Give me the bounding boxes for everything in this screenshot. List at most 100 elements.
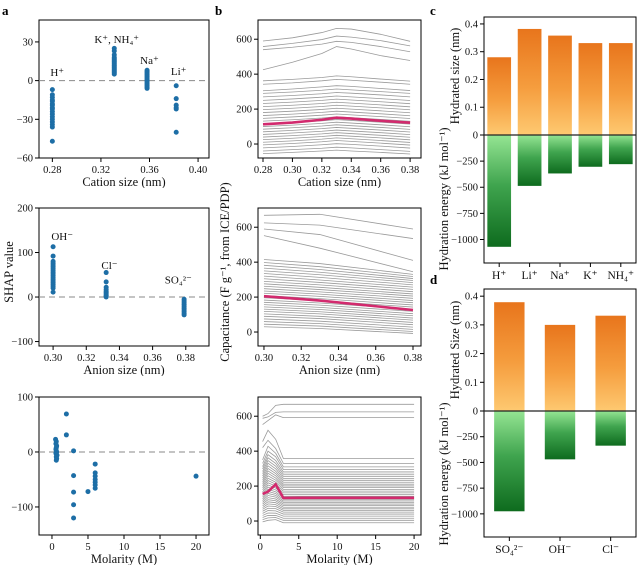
svg-text:Li⁺: Li⁺	[171, 66, 187, 78]
svg-text:0.30: 0.30	[283, 165, 301, 176]
svg-text:0.3: 0.3	[465, 47, 478, 58]
svg-text:0.2: 0.2	[465, 349, 478, 360]
svg-text:0.38: 0.38	[404, 353, 422, 364]
svg-text:0.28: 0.28	[43, 165, 61, 176]
svg-text:100: 100	[17, 248, 33, 259]
svg-text:10: 10	[332, 542, 343, 553]
svg-text:0.36: 0.36	[140, 165, 158, 176]
panel-label-b: b	[215, 3, 223, 18]
svg-text:Molarity (M): Molarity (M)	[306, 552, 372, 565]
svg-text:400: 400	[236, 447, 252, 458]
svg-text:Cation size (nm): Cation size (nm)	[298, 175, 381, 188]
svg-text:15: 15	[370, 542, 381, 553]
svg-text:0.36: 0.36	[367, 353, 385, 364]
svg-text:0.1: 0.1	[465, 103, 478, 114]
chart-capacitance-vs-anion-size: 0.30 0.32 0.34 0.36 0.38 0 200 400 600 Anion size…	[236, 207, 422, 376]
svg-text:0: 0	[49, 542, 54, 553]
svg-text:0.30: 0.30	[255, 353, 273, 364]
svg-text:0: 0	[258, 542, 263, 553]
chart-shap-vs-molarity: 0 5 10 15 20 100 0 −100 Molarity (M)	[11, 393, 210, 565]
svg-text:0.3: 0.3	[465, 320, 478, 331]
svg-text:0.4: 0.4	[465, 292, 479, 303]
svg-text:−750: −750	[456, 209, 478, 220]
svg-text:Cl⁻: Cl⁻	[101, 260, 117, 272]
svg-text:0.34: 0.34	[329, 353, 348, 364]
svg-text:0: 0	[247, 140, 252, 151]
panel-label-a: a	[2, 3, 9, 18]
svg-text:0.32: 0.32	[313, 165, 331, 176]
svg-text:Molarity (M): Molarity (M)	[91, 552, 157, 565]
svg-text:0.32: 0.32	[292, 353, 310, 364]
svg-text:−100: −100	[11, 502, 33, 513]
svg-text:K⁺, NH₄⁺: K⁺, NH₄⁺	[94, 34, 139, 46]
svg-text:Anion size (nm): Anion size (nm)	[83, 363, 164, 376]
svg-text:0: 0	[28, 76, 33, 87]
svg-text:Cation size (nm): Cation size (nm)	[82, 175, 165, 188]
svg-text:−1000: −1000	[451, 509, 478, 520]
chart-shap-vs-anion-size: 0.30 0.32 0.34 0.36 0.38 200 100 0 −100 Anion siz…	[11, 204, 210, 376]
svg-text:0: 0	[28, 447, 33, 458]
svg-text:30: 30	[23, 37, 34, 48]
svg-text:−100: −100	[11, 337, 33, 348]
chart-shap-vs-cation-size: 0.28 0.32 0.36 0.40 30 0 −30 −60 Cation size (nm…	[17, 19, 210, 188]
svg-text:400: 400	[236, 258, 252, 269]
svg-text:200: 200	[236, 482, 252, 493]
svg-text:5: 5	[296, 542, 301, 553]
svg-text:0.2: 0.2	[465, 75, 478, 86]
svg-text:Na⁺: Na⁺	[550, 270, 569, 282]
svg-text:200: 200	[17, 204, 33, 215]
svg-text:−60: −60	[17, 154, 33, 165]
svg-text:15: 15	[155, 542, 166, 553]
svg-text:0.32: 0.32	[77, 353, 95, 364]
svg-text:0.36: 0.36	[143, 353, 161, 364]
svg-text:5: 5	[85, 542, 90, 553]
svg-text:0.4: 0.4	[465, 19, 479, 30]
svg-text:−500: −500	[456, 183, 478, 194]
svg-text:SO₄²⁻: SO₄²⁻	[495, 544, 523, 556]
svg-text:200: 200	[236, 293, 252, 304]
svg-text:0: 0	[473, 407, 478, 418]
svg-text:400: 400	[236, 70, 252, 81]
svg-text:0.34: 0.34	[110, 353, 129, 364]
svg-text:−250: −250	[456, 157, 478, 168]
svg-text:0.40: 0.40	[189, 165, 207, 176]
svg-text:−1000: −1000	[451, 235, 478, 246]
svg-text:−750: −750	[456, 484, 478, 495]
svg-text:−500: −500	[456, 458, 478, 469]
svg-text:OH⁻: OH⁻	[51, 231, 73, 243]
svg-text:200: 200	[236, 105, 252, 116]
svg-text:−30: −30	[17, 115, 33, 126]
svg-text:20: 20	[409, 542, 420, 553]
svg-text:0: 0	[473, 131, 478, 142]
svg-text:K⁺: K⁺	[583, 270, 597, 282]
svg-text:0: 0	[247, 328, 252, 339]
svg-text:SO₄²⁻: SO₄²⁻	[165, 275, 192, 287]
svg-text:0.1: 0.1	[465, 378, 478, 389]
svg-text:0: 0	[247, 517, 252, 528]
chart-capacitance-vs-cation-size: 0.28 0.30 0.32 0.34 0.36 0.38 0 200 400 600 Cation…	[236, 19, 422, 188]
svg-text:Na⁺: Na⁺	[140, 55, 159, 67]
chart-anion-hydration-bars: 0.4 0.3 0.2 0.1 0 −250 −500 −750 −1000 SO₄²⁻ OH⁻ Cl…	[451, 288, 637, 556]
svg-text:Li⁺: Li⁺	[521, 270, 537, 282]
svg-text:0.34: 0.34	[342, 165, 361, 176]
svg-text:0.28: 0.28	[254, 165, 272, 176]
svg-text:H⁺: H⁺	[492, 270, 506, 282]
svg-text:0.30: 0.30	[44, 353, 62, 364]
svg-text:100: 100	[17, 393, 33, 404]
svg-text:20: 20	[191, 542, 202, 553]
svg-text:OH⁻: OH⁻	[549, 544, 572, 556]
svg-text:−250: −250	[456, 432, 478, 443]
svg-text:0.38: 0.38	[401, 165, 419, 176]
svg-text:10: 10	[119, 542, 130, 553]
svg-text:Cl⁻: Cl⁻	[602, 544, 619, 556]
svg-text:600: 600	[236, 412, 252, 423]
svg-text:H⁺: H⁺	[50, 67, 64, 79]
svg-text:600: 600	[236, 223, 252, 234]
panel-label-c: c	[430, 3, 436, 18]
svg-text:0.36: 0.36	[372, 165, 390, 176]
svg-text:600: 600	[236, 35, 252, 46]
svg-text:NH₄⁺: NH₄⁺	[607, 270, 634, 282]
panel-label-d: d	[430, 272, 438, 287]
